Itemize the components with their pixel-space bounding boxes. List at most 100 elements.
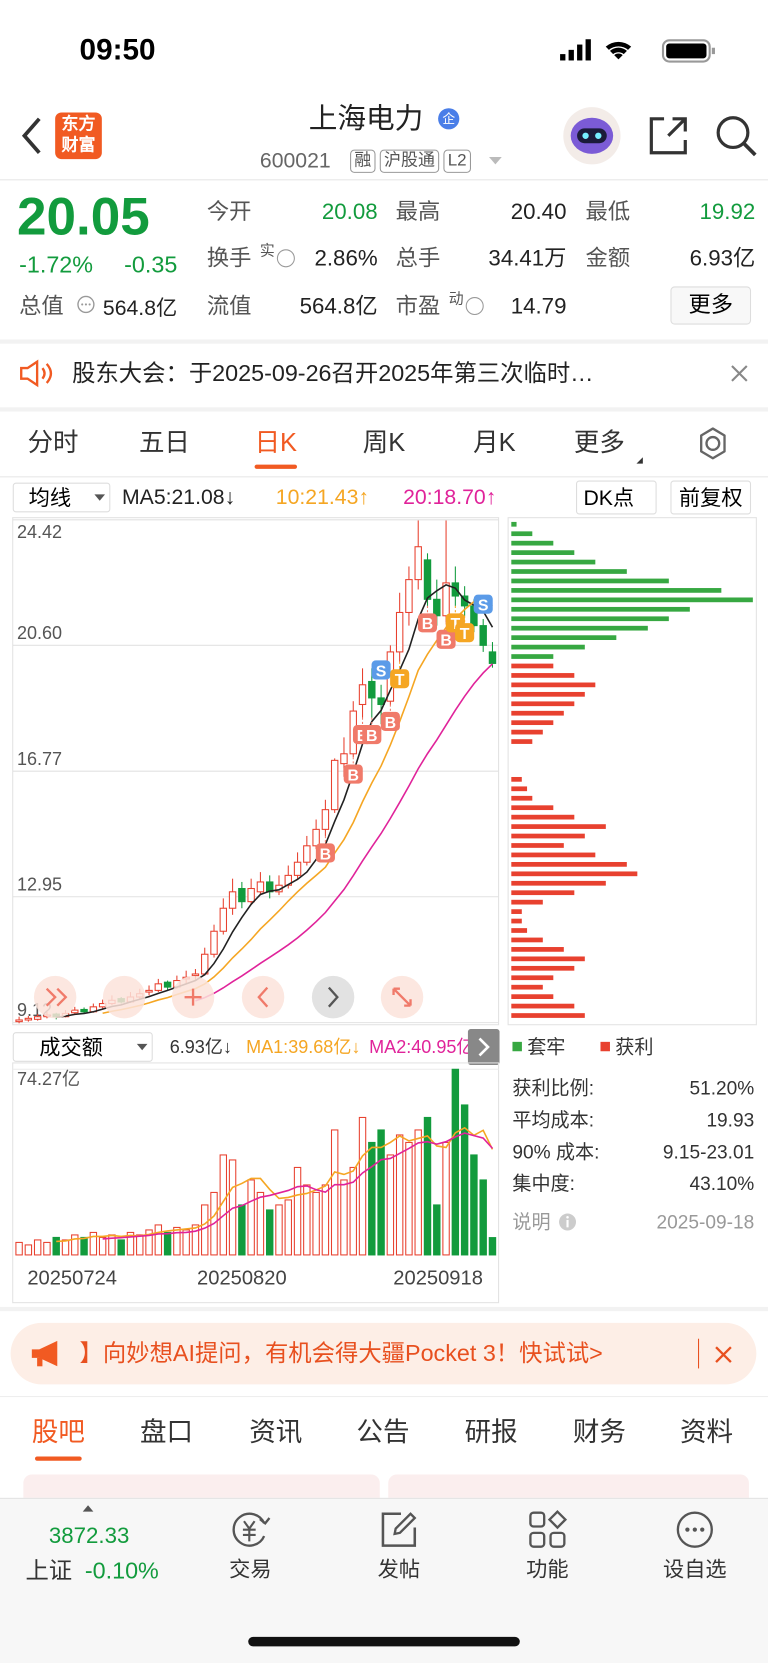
tab[interactable]: 五日: [138, 428, 190, 458]
field-label: 最低: [585, 199, 631, 225]
function-icon[interactable]: [526, 1508, 568, 1550]
stat-value: 43.10%: [689, 1173, 755, 1195]
up-arrow[interactable]: [82, 1504, 95, 1512]
signal-label: B: [385, 715, 397, 732]
signal-marker: [343, 764, 363, 784]
volume-bar: [423, 1116, 432, 1256]
speaker-icon: [20, 359, 53, 388]
info-icon[interactable]: [558, 1212, 577, 1231]
signal-marker: [455, 623, 475, 643]
chip-bar: [511, 890, 575, 896]
chip-bar: [511, 701, 575, 707]
candle-body: [330, 759, 339, 811]
tab[interactable]: 研报: [464, 1417, 518, 1448]
tab[interactable]: 资讯: [249, 1417, 303, 1448]
dropdown-arrow[interactable]: [488, 155, 503, 166]
chip-bar: [511, 654, 554, 659]
volume-bar: [395, 1134, 404, 1256]
chip-bar: [511, 606, 690, 612]
chip-bar: [511, 720, 554, 726]
share-button[interactable]: [645, 112, 692, 159]
post-icon[interactable]: [378, 1508, 420, 1550]
tab[interactable]: 周K: [362, 428, 406, 458]
trade-icon[interactable]: [228, 1508, 273, 1550]
close-button[interactable]: [730, 364, 749, 383]
info-icon[interactable]: [465, 297, 484, 316]
tab[interactable]: 月K: [473, 428, 516, 458]
expand-button[interactable]: [467, 1028, 500, 1066]
volume-bar: [154, 1224, 163, 1256]
tab[interactable]: 日K: [254, 428, 298, 458]
note-label[interactable]: 说明: [512, 1211, 551, 1233]
index-value[interactable]: 3872.33: [48, 1523, 130, 1549]
nav-label[interactable]: 设自选: [663, 1558, 727, 1582]
field-label: 最高: [395, 199, 441, 225]
adjust-button[interactable]: 前复权: [670, 480, 752, 515]
close-button[interactable]: [714, 1345, 733, 1364]
index-change[interactable]: -0.10%: [84, 1557, 159, 1584]
field-value: 20.08: [321, 199, 378, 225]
search-button[interactable]: [713, 112, 760, 159]
status-icons: [560, 39, 715, 63]
tab[interactable]: 财务: [572, 1417, 626, 1448]
chip-bar: [511, 1003, 575, 1009]
tab[interactable]: 股吧: [31, 1417, 85, 1448]
tab-arrow: [636, 451, 643, 464]
chip-bar: [511, 814, 575, 820]
chart-button[interactable]: [241, 975, 285, 1019]
signal-marker: [362, 725, 382, 745]
field-label: 总手: [395, 246, 441, 272]
chart-button-icon: [45, 987, 57, 1007]
chip-bar: [511, 956, 585, 962]
volume-bar: [284, 1199, 292, 1256]
nav-label[interactable]: 发帖: [377, 1558, 421, 1582]
settings-button[interactable]: [695, 425, 731, 461]
chip-bar: [511, 994, 554, 999]
dropdown-arrow[interactable]: [136, 1043, 149, 1051]
chip-bar: [511, 899, 543, 905]
candle-body: [312, 828, 320, 847]
volume-select[interactable]: 成交额: [12, 1032, 153, 1062]
ad-separator: [698, 1338, 700, 1369]
back-button[interactable]: [16, 115, 48, 157]
tab[interactable]: 更多: [573, 428, 625, 458]
chip-bar: [511, 984, 543, 990]
field-value: 564.8亿: [102, 297, 178, 321]
chip-bar: [511, 786, 528, 792]
tab[interactable]: 盘口: [140, 1417, 194, 1448]
watchlist-icon[interactable]: [674, 1508, 716, 1550]
volume-ma-line: [102, 1132, 494, 1240]
divider: [0, 407, 768, 412]
chart-button[interactable]: [102, 975, 146, 1019]
volume-bar: [442, 1141, 450, 1256]
chip-bar: [511, 947, 564, 952]
notice-text[interactable]: 股东大会：于2025-09-26召开2025年第三次临时…: [72, 359, 594, 387]
ad-banner[interactable]: [10, 1322, 757, 1385]
candle-body: [303, 845, 311, 863]
info-icon[interactable]: [76, 295, 95, 314]
dropdown-arrow[interactable]: [93, 493, 106, 501]
date-label: 20250724: [27, 1268, 117, 1290]
volume-bar: [191, 1224, 200, 1256]
more-button[interactable]: 更多: [670, 286, 752, 325]
indicator-select[interactable]: 均线: [12, 482, 111, 513]
ma-label: 20:18.70↑: [403, 485, 497, 510]
nav-label[interactable]: 交易: [229, 1558, 272, 1582]
volume-bar: [182, 1229, 190, 1256]
chip-bar: [511, 880, 606, 886]
tab[interactable]: 公告: [356, 1417, 410, 1448]
candle-body: [33, 1016, 42, 1020]
nav-label[interactable]: 功能: [526, 1558, 569, 1582]
tab[interactable]: 分时: [27, 428, 79, 458]
volume-bar: [460, 1104, 469, 1256]
dk-button[interactable]: DK点: [576, 480, 657, 515]
stat-label: 90% 成本:: [512, 1141, 600, 1163]
tab[interactable]: 资料: [679, 1417, 734, 1448]
ad-text[interactable]: 】向妙想AI提问，有机会得大疆Pocket 3！快试试>: [79, 1339, 603, 1367]
index-name[interactable]: 上证: [25, 1557, 73, 1584]
candle-body: [321, 809, 330, 830]
info-icon[interactable]: [276, 249, 295, 268]
ai-avatar[interactable]: [560, 104, 624, 168]
chart-button[interactable]: [311, 975, 355, 1019]
